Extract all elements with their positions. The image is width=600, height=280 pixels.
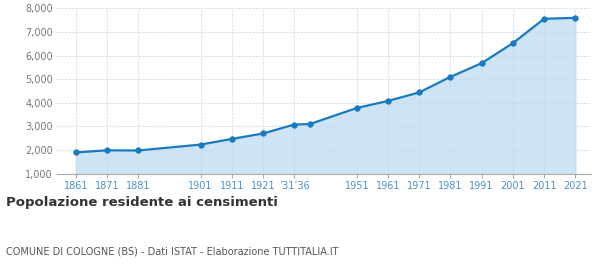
Text: Popolazione residente ai censimenti: Popolazione residente ai censimenti <box>6 196 278 209</box>
Text: COMUNE DI COLOGNE (BS) - Dati ISTAT - Elaborazione TUTTITALIA.IT: COMUNE DI COLOGNE (BS) - Dati ISTAT - El… <box>6 246 338 256</box>
